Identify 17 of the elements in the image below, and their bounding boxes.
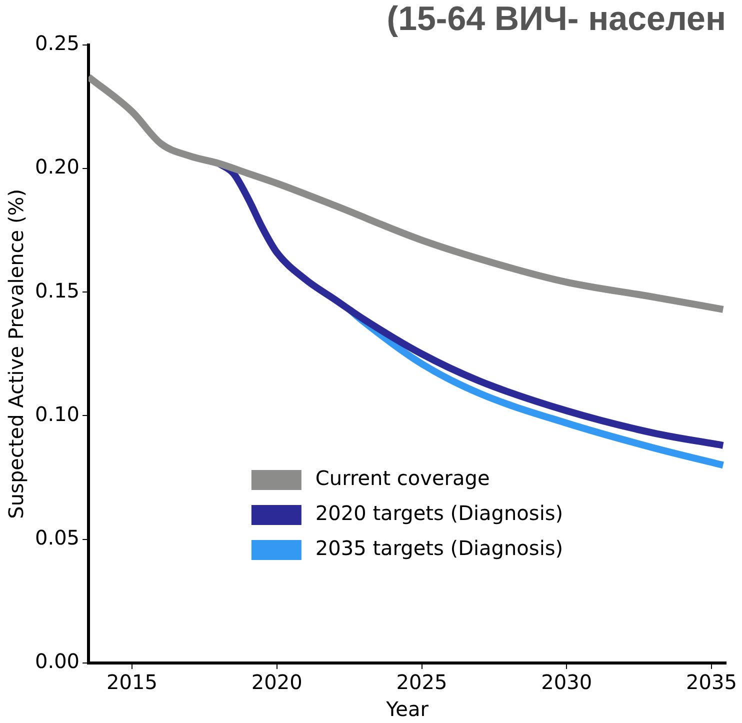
y-tick-label: 0.25 [35, 31, 80, 56]
chart-title: (15-64 ВИЧ- населен [386, 0, 726, 38]
y-tick-label: 0.05 [35, 526, 80, 550]
y-tick-label: 0.00 [35, 649, 80, 674]
legend-label: Current coverage [315, 466, 490, 490]
x-axis-title: Year [385, 697, 430, 722]
x-tick-label: 2015 [106, 670, 158, 694]
y-tick-label: 0.10 [35, 402, 80, 426]
x-tick-label: 2030 [541, 670, 592, 694]
y-axis-title: Suspected Active Prevalence (%) [4, 188, 28, 519]
legend-label: 2020 targets (Diagnosis) [315, 501, 564, 526]
x-tick-label: 2025 [396, 670, 448, 694]
y-tick-label: 0.20 [35, 154, 80, 179]
y-tick-label: 0.15 [35, 278, 80, 302]
x-tick-label: 2020 [251, 670, 302, 694]
x-tick-label: 2035 [686, 670, 737, 694]
legend-label: 2035 targets (Diagnosis) [315, 536, 564, 560]
